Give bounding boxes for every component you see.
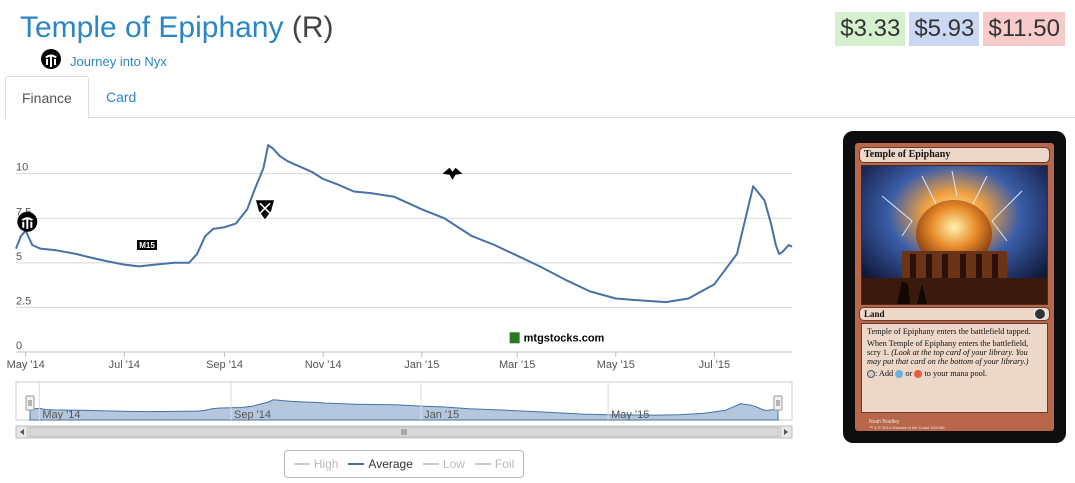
card-image: Temple of Epiphany [843, 131, 1066, 443]
x-tick-label: Nov '14 [305, 359, 342, 371]
card-set-symbol-icon [1034, 308, 1046, 320]
card-rules-text: Temple of Epiphany enters the battlefiel… [861, 323, 1048, 413]
mtgstocks-logo-icon [509, 332, 520, 344]
card-rarity: (R) [291, 11, 334, 44]
card-artist: Noah Bradley [869, 419, 900, 425]
blue-mana-icon [895, 370, 904, 379]
navigator-tick-label: May '14 [42, 409, 80, 421]
x-tick-label: May '15 [597, 359, 635, 371]
average-price-line [15, 144, 793, 304]
y-tick-label: 10 [16, 162, 28, 174]
legend-item-high[interactable]: High [293, 457, 338, 471]
chevron-left-icon [20, 429, 24, 435]
tab-card[interactable]: Card [106, 89, 137, 105]
mana-text-suffix: to your mana pool. [924, 369, 988, 378]
high-price-badge: $11.50 [983, 12, 1065, 46]
card-title: Temple of Epiphany (R) [20, 10, 334, 46]
y-tick-label: 5 [16, 251, 22, 263]
khans-of-tarkir-set-icon [256, 200, 274, 220]
card-name: Temple of Epiphany [20, 11, 284, 44]
navigator-area [29, 399, 779, 421]
rules-text-1: Temple of Epiphany enters the battlefiel… [867, 327, 1031, 336]
svg-text:M15: M15 [139, 241, 155, 250]
mana-text-prefix: : Add [875, 369, 894, 378]
navigator-tick-label: May '15 [611, 409, 649, 421]
x-tick-label: Jan '15 [404, 359, 439, 371]
navigator-right-handle[interactable] [773, 395, 783, 411]
card-image-inner: Temple of Epiphany [855, 143, 1054, 431]
watermark: mtgstocks.com [524, 332, 605, 344]
chart-legend: High Average Low Foil [284, 450, 524, 478]
fate-reforged-set-icon [442, 167, 463, 180]
m15-set-icon: M15 [137, 240, 157, 250]
rules-text-2: When Temple of Epiphany enters the battl… [867, 339, 1029, 357]
tab-finance[interactable]: Finance [5, 76, 89, 119]
card-art [861, 165, 1048, 305]
navigator-tick-label: Sep '14 [234, 409, 271, 421]
navigator-left-handle[interactable] [25, 395, 35, 411]
x-tick-label: Sep '14 [206, 359, 243, 371]
low-price-badge: $3.33 [835, 12, 906, 46]
set-row: Journey into Nyx [40, 48, 167, 75]
price-badges: $3.33 $5.93 $11.50 [835, 12, 1065, 46]
reminder-text: (Look at the top card of your library. Y… [867, 348, 1029, 366]
y-tick-label: 2.5 [16, 295, 31, 307]
legend-item-low[interactable]: Low [422, 457, 465, 471]
card-image-title: Temple of Epiphany [859, 147, 1050, 163]
tab-bar: Finance Card [5, 76, 1075, 119]
chevron-right-icon [784, 429, 788, 435]
price-chart: 0 2.5 5 7.5 10 May '14 Jul '14 Sep '14 Nov '14 Ja… [0, 120, 800, 483]
red-mana-icon [914, 370, 923, 379]
card-type-line: Land [859, 307, 1050, 321]
journey-into-nyx-set-icon [40, 48, 62, 75]
x-tick-label: Jul '14 [109, 359, 140, 371]
card-copyright: ™ & © 2014 Wizards of the Coast 164/165 [869, 425, 945, 430]
y-tick-label: 0 [16, 340, 22, 352]
x-tick-label: May '14 [7, 359, 45, 371]
journey-into-nyx-set-icon [17, 211, 38, 232]
legend-item-foil[interactable]: Foil [474, 457, 514, 471]
navigator-tick-label: Jan '15 [424, 409, 459, 421]
x-tick-label: Mar '15 [499, 359, 535, 371]
legend-item-average[interactable]: Average [348, 457, 413, 471]
x-tick-label: Jul '15 [699, 359, 730, 371]
tap-symbol-icon [867, 370, 875, 379]
set-link[interactable]: Journey into Nyx [70, 53, 167, 69]
average-price-badge: $5.93 [909, 12, 980, 46]
mana-text-mid: or [905, 369, 913, 378]
